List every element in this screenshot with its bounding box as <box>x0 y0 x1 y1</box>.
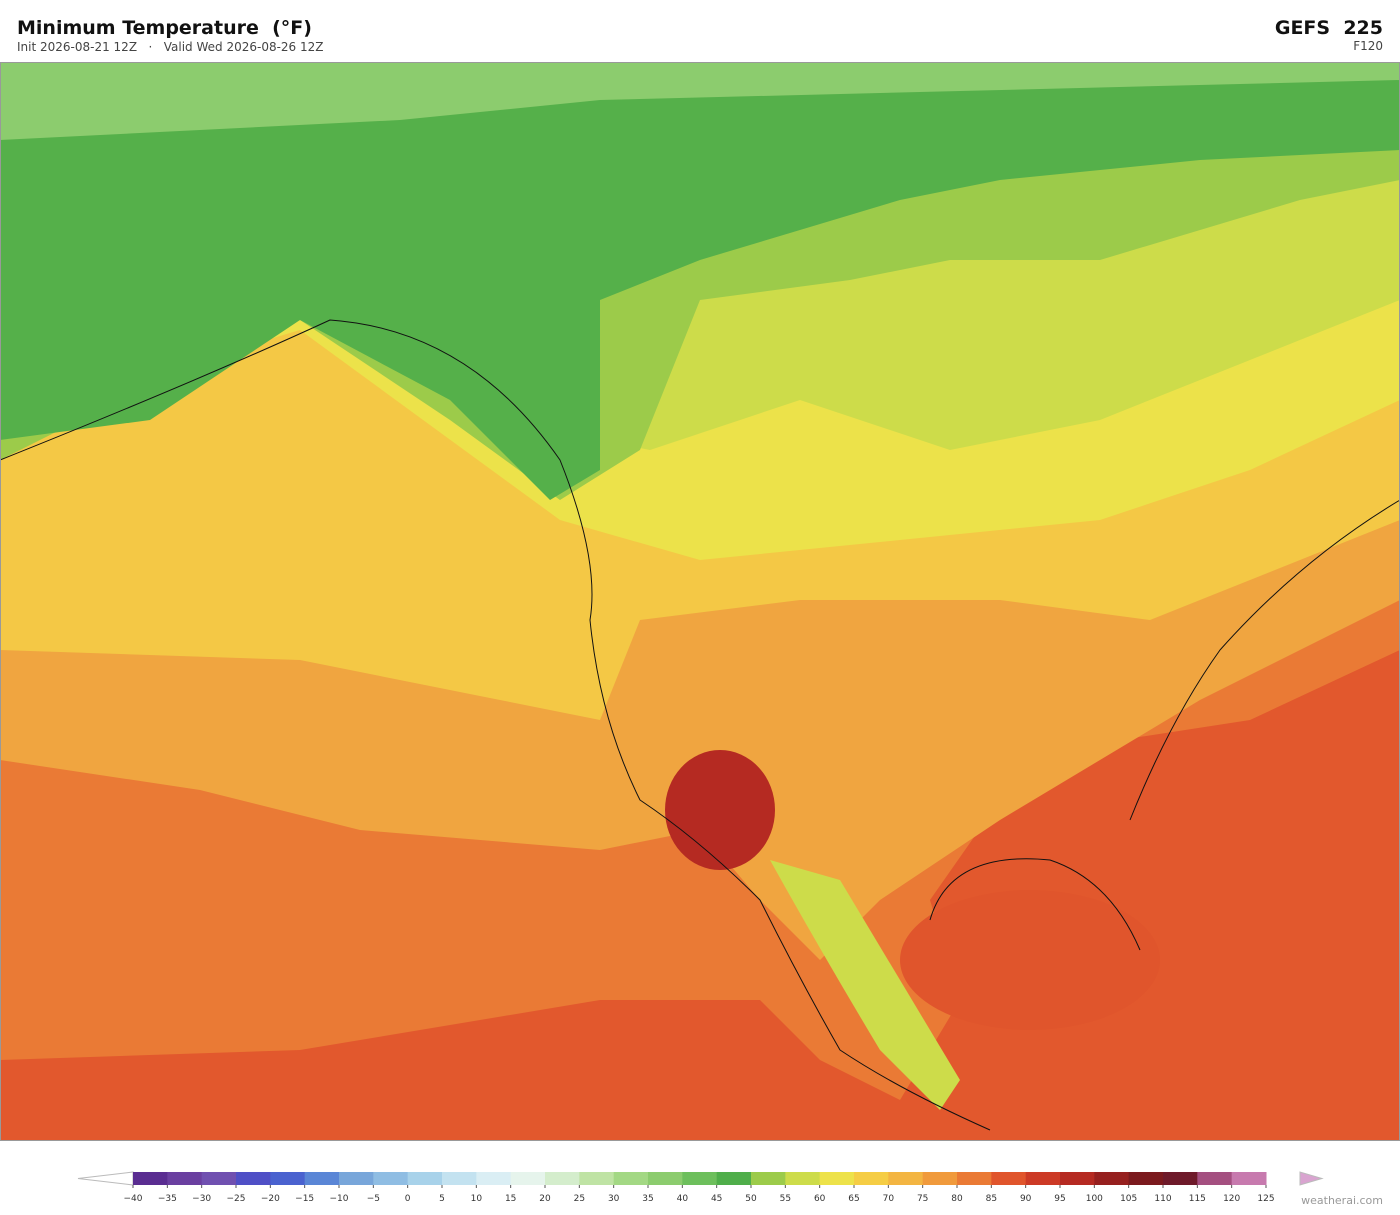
colorbar-tick-label: 40 <box>677 1194 689 1204</box>
field-band <box>0 62 1400 500</box>
colorbar-tick-label: 0 <box>405 1194 411 1204</box>
mexico-highlands <box>770 860 960 1110</box>
field-band <box>0 62 1400 140</box>
colorbar-tick-label: −5 <box>367 1194 380 1204</box>
colorbar-swatch <box>1094 1172 1130 1185</box>
credit: weatherai.com <box>1301 1194 1383 1207</box>
colorbar-swatch <box>476 1172 512 1185</box>
colorbar-swatch <box>1231 1172 1267 1185</box>
colorbar-swatch <box>510 1172 546 1185</box>
colorbar-swatch <box>373 1172 409 1185</box>
colorbar: −40 −35 −30 −25 −20 −15 −10 −5 0 5 10 15 20 25 30 35 40 4… <box>77 1171 1324 1204</box>
map <box>0 62 1400 1141</box>
colorbar-swatch <box>133 1172 168 1185</box>
colorbar-over <box>1299 1171 1324 1186</box>
model-label: GEFS 225 <box>1275 17 1383 39</box>
colorbar-tick-label: −40 <box>124 1194 143 1204</box>
colorbar-swatch <box>1025 1172 1061 1185</box>
colorbar-tick-label: −35 <box>158 1194 177 1204</box>
colorbar-swatch <box>613 1172 649 1185</box>
colorbar-tick-label: 45 <box>711 1194 722 1204</box>
colorbar-tick-label: 10 <box>471 1194 483 1204</box>
colorbar-swatch <box>819 1172 855 1185</box>
colorbar-tick-label: 115 <box>1189 1194 1206 1204</box>
colorbar-swatch <box>1060 1172 1095 1185</box>
colorbar-tick-label: 20 <box>539 1194 551 1204</box>
forecast-hour: F120 <box>1353 39 1383 53</box>
colorbar-swatch <box>339 1172 374 1185</box>
colorbar-tick-label: 120 <box>1223 1194 1240 1204</box>
colorbar-tick-label: 105 <box>1120 1194 1137 1204</box>
colorbar-tick-label: 90 <box>1020 1194 1032 1204</box>
colorbar-swatch <box>1197 1172 1233 1185</box>
colorbar-tick-label: 125 <box>1257 1194 1274 1204</box>
colorbar-swatch <box>888 1172 924 1185</box>
colorbar-swatch <box>1128 1172 1164 1185</box>
colorbar-swatch <box>922 1172 958 1185</box>
colorbar-tick-label: 5 <box>439 1194 445 1204</box>
title: Minimum Temperature (°F) <box>17 17 312 39</box>
colorbar-tick-label: 55 <box>780 1194 791 1204</box>
colorbar-swatch <box>407 1172 443 1185</box>
colorbar-tick-label: 95 <box>1054 1194 1065 1204</box>
coastline <box>0 319 1400 1131</box>
colorbar-tick-label: 15 <box>505 1194 516 1204</box>
colorbar-tick-label: −25 <box>227 1194 246 1204</box>
colorbar-tick-label: 70 <box>883 1194 895 1204</box>
colorbar-swatch <box>442 1172 477 1185</box>
colorbar-swatch <box>648 1172 683 1185</box>
gulf-field <box>900 890 1160 1030</box>
colorbar-tick-label: 110 <box>1154 1194 1171 1204</box>
colorbar-tick-label: 100 <box>1086 1194 1103 1204</box>
colorbar-swatch <box>1163 1172 1198 1185</box>
colorbar-tick-label: 75 <box>917 1194 928 1204</box>
colorbar-tick-label: 80 <box>951 1194 963 1204</box>
colorbar-tick-label: 30 <box>608 1194 620 1204</box>
colorbar-swatch <box>991 1172 1027 1185</box>
colorbar-tick-label: −15 <box>295 1194 314 1204</box>
colorbar-swatch <box>167 1172 203 1185</box>
colorbar-swatch <box>751 1172 786 1185</box>
colorbar-swatch <box>304 1172 340 1185</box>
colorbar-tick-label: −30 <box>192 1194 211 1204</box>
colorbar-swatch <box>201 1172 237 1185</box>
colorbar-swatch <box>545 1172 580 1185</box>
colorbar-tick-label: −10 <box>330 1194 349 1204</box>
colorbar-swatch <box>682 1172 718 1185</box>
colorbar-tick-label: 65 <box>848 1194 859 1204</box>
colorbar-tick-label: 50 <box>745 1194 757 1204</box>
colorbar-tick-label: 60 <box>814 1194 826 1204</box>
colorbar-swatch <box>957 1172 992 1185</box>
colorbar-swatch <box>236 1172 271 1185</box>
colorbar-tick-label: 85 <box>986 1194 997 1204</box>
colorbar-under <box>77 1171 134 1186</box>
subtitle: Init 2026-08-21 12Z · Valid Wed 2026-08-… <box>17 40 324 54</box>
colorbar-swatch <box>579 1172 615 1185</box>
colorbar-swatch <box>785 1172 821 1185</box>
colorbar-swatch <box>854 1172 889 1185</box>
colorbar-tick-label: 25 <box>574 1194 585 1204</box>
colorbar-tick-label: 35 <box>642 1194 653 1204</box>
colorbar-swatch <box>270 1172 306 1185</box>
colorbar-swatch <box>716 1172 752 1185</box>
hot-spot <box>665 750 775 870</box>
colorbar-tick-label: −20 <box>261 1194 280 1204</box>
